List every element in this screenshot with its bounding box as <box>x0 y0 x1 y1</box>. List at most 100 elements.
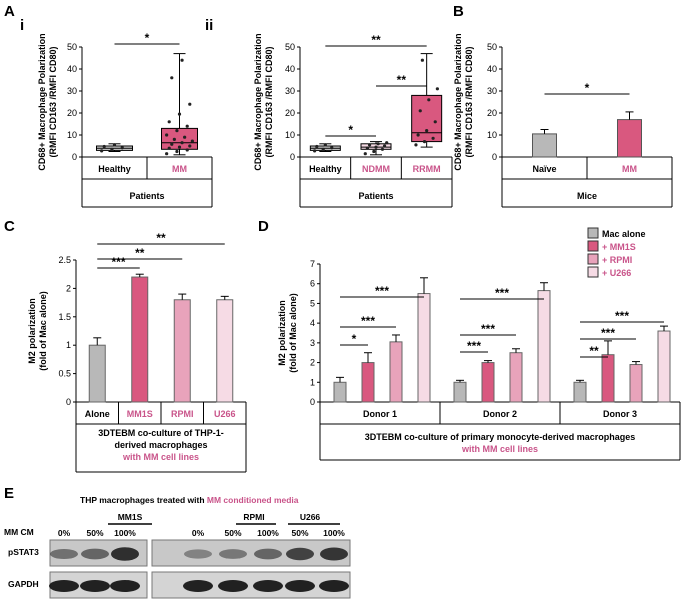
blot-band-pstat3 <box>111 547 139 561</box>
B-y-tick-label: 40 <box>487 64 497 74</box>
Aii-point <box>418 109 422 113</box>
D-legend-swatch <box>587 227 599 239</box>
blot-band-gapdh <box>80 580 110 592</box>
panel-letter-c: C <box>4 218 15 235</box>
blot-band-gapdh <box>285 580 315 592</box>
Aii-sig-label: ** <box>397 73 407 87</box>
Ai-point <box>102 144 106 149</box>
D-bar <box>657 330 671 403</box>
Ai-point <box>170 142 174 146</box>
panel-letter-a: A <box>4 3 15 20</box>
C-y-tick-label: 2 <box>66 283 71 293</box>
blot-band-pstat3 <box>254 548 282 560</box>
C-y-tick-label: 2.5 <box>58 255 71 265</box>
B-sig-label: * <box>585 81 590 95</box>
blot-band-gapdh <box>110 580 140 592</box>
D-bar <box>629 364 643 403</box>
blot-dose-label: 100% <box>257 528 279 538</box>
D-bar <box>537 290 551 403</box>
Aii-y-tick-label: 30 <box>285 86 295 96</box>
Aii-point <box>315 144 319 149</box>
Aii-point <box>330 146 334 150</box>
blot-row-label: GAPDH <box>8 579 39 589</box>
Ai-point <box>190 139 194 143</box>
D-y-tick-label: 1 <box>310 377 315 387</box>
Aii-x-label: Patients <box>358 191 393 201</box>
C-y-label: M2 polarization <box>27 298 37 364</box>
C-bar <box>173 299 191 403</box>
Aii-point <box>416 133 420 137</box>
blot-band-pstat3 <box>50 548 78 560</box>
panel-letter-e: E <box>4 485 14 502</box>
Aii-category-label: RRMM <box>413 164 441 174</box>
C-category-label: MM1S <box>127 409 153 419</box>
Aii-category-label: NDMM <box>362 164 390 174</box>
B-y-tick-label: 0 <box>492 152 497 162</box>
Ai-category-label: MM <box>172 164 187 174</box>
C-category-label: Alone <box>85 409 110 419</box>
D-sig-label: *** <box>481 322 495 336</box>
blot-title: THP macrophages treated with MM conditio… <box>80 495 299 505</box>
D-x-label-1: 3DTEBM co-culture of primary monocyte-de… <box>365 432 636 442</box>
blot-band-pstat3 <box>286 547 314 561</box>
Aii-point <box>435 87 439 91</box>
D-legend-label: + MM1S <box>602 242 636 252</box>
D-x-label-2: with MM cell lines <box>461 444 538 454</box>
D-sig-label: *** <box>601 326 615 340</box>
blot-dose-label: 50% <box>224 528 241 538</box>
Aii-point <box>374 145 378 149</box>
C-y-tick-label: 0.5 <box>58 369 71 379</box>
B-y-label: CD68+ Macrophage Polarization <box>453 33 463 170</box>
C-y-label: (fold of Mac alone) <box>38 291 48 371</box>
Ai-y-tick-label: 0 <box>72 152 77 162</box>
Ai-y-tick-label: 10 <box>67 130 77 140</box>
D-y-tick-label: 4 <box>310 318 315 328</box>
Aii-sig-label: * <box>348 123 353 137</box>
Ai-y-tick-label: 20 <box>67 108 77 118</box>
D-bar <box>481 362 495 403</box>
C-sig-label: *** <box>111 255 125 269</box>
Ai-y-tick-label: 30 <box>67 86 77 96</box>
blot-dose-label: 50% <box>291 528 308 538</box>
Ai-point <box>183 135 187 139</box>
B-y-label: (RMFI CD163 /RMFI CD80) <box>464 46 474 157</box>
Ai-sig-label: * <box>145 31 150 45</box>
Aii-point <box>323 143 327 147</box>
B-y-tick-label: 30 <box>487 86 497 96</box>
Ai-point <box>188 144 192 148</box>
Ai-point <box>177 112 182 116</box>
Aii-point <box>427 98 431 102</box>
Ai-point <box>185 148 189 152</box>
C-category-label: RPMI <box>171 409 194 419</box>
blot-band-pstat3 <box>320 547 348 561</box>
D-sig-label: *** <box>615 309 629 323</box>
D-category-label: Donor 1 <box>363 409 397 419</box>
D-legend-label: + U266 <box>602 268 631 278</box>
D-bar <box>333 381 347 403</box>
D-bar <box>453 381 467 403</box>
C-sig-label: ** <box>135 246 145 260</box>
Aii-point <box>363 152 367 156</box>
Aii-point <box>376 142 380 146</box>
Aii-point <box>425 129 429 133</box>
Ai-y-tick-label: 40 <box>67 64 77 74</box>
D-bar <box>389 341 403 403</box>
D-y-label: M2 polarization <box>277 300 287 366</box>
C-x-label-3: with MM cell lines <box>122 452 199 462</box>
B-bar <box>617 119 642 158</box>
Ai-point <box>185 124 189 128</box>
D-y-label: (fold of Mac alone) <box>288 293 298 373</box>
Ai-point <box>175 149 179 154</box>
Aii-y-tick-label: 40 <box>285 64 295 74</box>
blot-row-label: pSTAT3 <box>8 547 39 557</box>
Aii-point <box>414 143 418 147</box>
B-x-label: Mice <box>577 191 597 201</box>
blot-membrane <box>151 539 351 567</box>
Aii-y-label: (RMFI CD163 /RMFI CD80) <box>264 46 274 157</box>
B-category-label: MM <box>622 164 637 174</box>
C-x-label-2: derived macrophages <box>114 440 207 450</box>
blot-group-label: U266 <box>300 512 321 522</box>
blot-band-gapdh <box>319 580 349 592</box>
Ai-point <box>120 146 124 150</box>
